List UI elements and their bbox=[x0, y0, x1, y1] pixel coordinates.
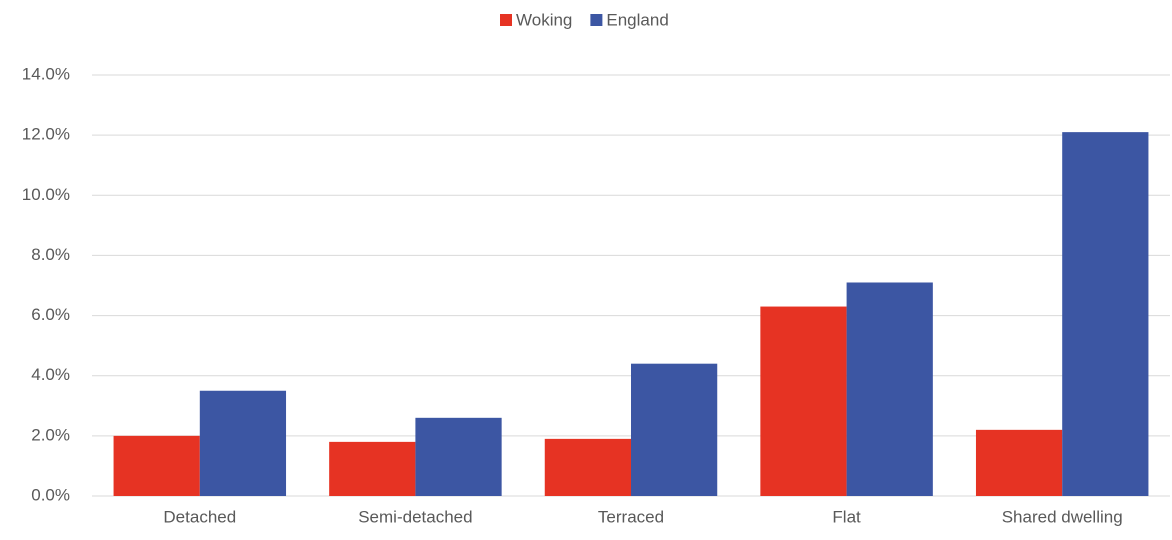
bar bbox=[846, 282, 933, 496]
x-tick-label: Semi-detached bbox=[358, 507, 472, 526]
legend-label: Woking bbox=[516, 10, 572, 29]
x-tick-label: Flat bbox=[832, 507, 861, 526]
y-tick-label: 2.0% bbox=[31, 425, 70, 444]
bar bbox=[113, 435, 200, 496]
legend-swatch bbox=[590, 14, 603, 26]
bar bbox=[199, 390, 287, 496]
bar bbox=[1062, 132, 1149, 496]
y-tick-label: 4.0% bbox=[31, 365, 70, 384]
legend-label: England bbox=[606, 10, 668, 29]
x-tick-label: Terraced bbox=[598, 507, 664, 526]
bar bbox=[415, 417, 502, 496]
y-tick-label: 0.0% bbox=[31, 485, 70, 504]
x-tick-label: Shared dwelling bbox=[1002, 507, 1123, 526]
x-tick-label: Detached bbox=[163, 507, 236, 526]
legend-swatch bbox=[500, 14, 512, 26]
y-tick-label: 12.0% bbox=[22, 125, 70, 144]
y-tick-label: 8.0% bbox=[31, 245, 70, 264]
y-tick-label: 14.0% bbox=[22, 64, 70, 83]
y-tick-label: 10.0% bbox=[22, 185, 70, 204]
bar bbox=[760, 306, 847, 496]
bar bbox=[329, 441, 416, 496]
bar bbox=[544, 438, 631, 496]
bar bbox=[631, 363, 718, 496]
bar bbox=[975, 429, 1063, 496]
y-tick-label: 6.0% bbox=[31, 305, 70, 324]
